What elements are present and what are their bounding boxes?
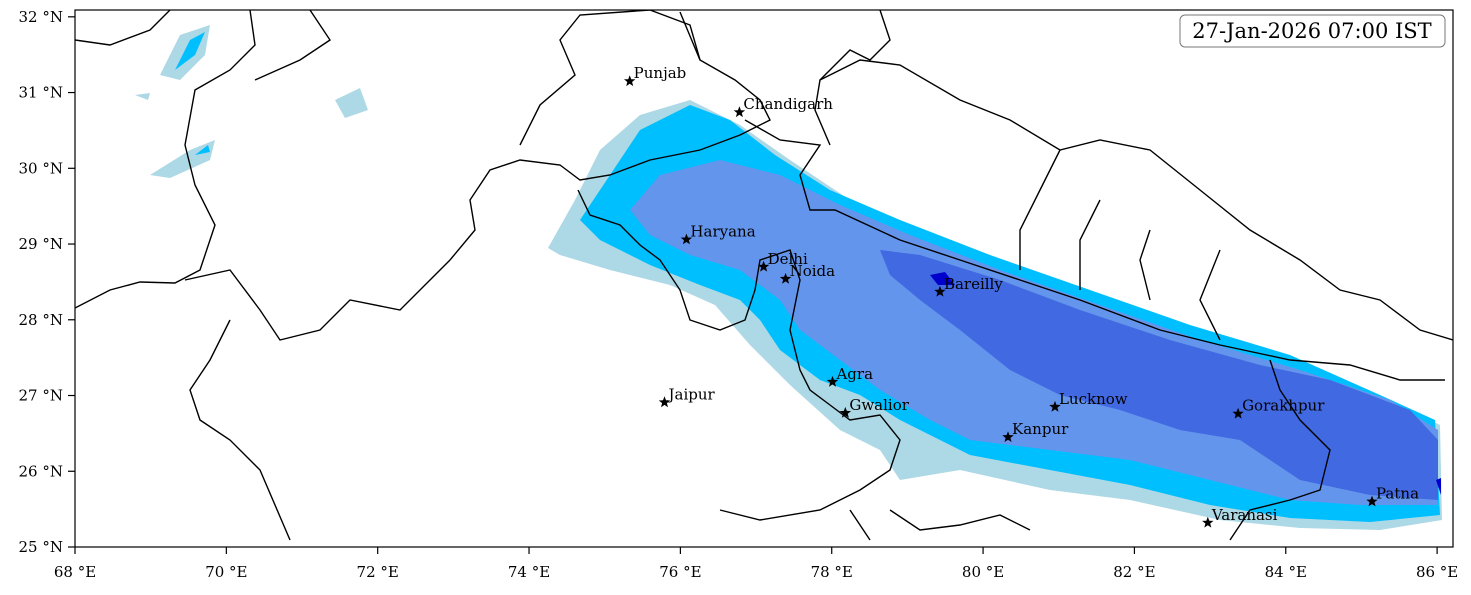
city-label: Varanasi xyxy=(1211,506,1278,524)
city-marker xyxy=(1232,407,1244,419)
y-tick-label: 25 °N xyxy=(19,538,63,556)
timestamp: 27-Jan-2026 07:00 IST xyxy=(1192,19,1431,43)
border xyxy=(1019,149,1221,341)
city-label: Kanpur xyxy=(1012,420,1069,438)
y-tick-label: 32 °N xyxy=(19,8,63,26)
border xyxy=(254,10,331,81)
city-label: Agra xyxy=(835,365,873,383)
y-tick-label: 30 °N xyxy=(19,159,63,177)
x-tick-label: 74 °E xyxy=(508,563,550,581)
city-marker xyxy=(1202,516,1214,528)
border xyxy=(849,509,1031,541)
city-marker xyxy=(779,272,792,284)
border xyxy=(577,189,901,521)
y-tick-label: 29 °N xyxy=(19,235,63,253)
y-tick-label: 26 °N xyxy=(19,462,63,480)
city-marker xyxy=(1002,431,1014,442)
city-marker xyxy=(934,285,946,297)
timestamp-box xyxy=(1179,14,1446,48)
city-marker xyxy=(658,396,671,408)
city-label: Gwalior xyxy=(849,396,909,414)
city-marker xyxy=(826,375,839,387)
city-label: Noida xyxy=(790,262,836,280)
precip-very-heavy xyxy=(880,250,1438,500)
city-marker xyxy=(624,75,636,87)
city-marker xyxy=(757,260,770,272)
border xyxy=(814,10,891,146)
border xyxy=(189,319,291,541)
precip-field xyxy=(75,10,1453,541)
plot-frame xyxy=(74,9,1454,548)
city-marker xyxy=(680,233,693,245)
city-label: Lucknow xyxy=(1059,390,1128,408)
y-tick-label: 27 °N xyxy=(19,387,63,405)
city-marker xyxy=(839,406,852,418)
border xyxy=(75,10,171,46)
border xyxy=(519,10,701,146)
border xyxy=(1229,359,1331,541)
x-tick-label: 70 °E xyxy=(205,563,247,581)
y-tick-label: 31 °N xyxy=(19,84,63,102)
city-label: Patna xyxy=(1376,485,1419,503)
precip-medium xyxy=(175,32,210,155)
city-marker xyxy=(733,106,746,118)
x-tick-label: 84 °E xyxy=(1265,563,1307,581)
x-tick-label: 76 °E xyxy=(659,563,701,581)
city-label: Gorakhpur xyxy=(1242,397,1325,415)
x-tick-label: 68 °E xyxy=(54,563,96,581)
x-tick-label: 72 °E xyxy=(357,563,399,581)
x-tick-label: 82 °E xyxy=(1113,563,1155,581)
city-label: Bareilly xyxy=(944,275,1003,293)
y-tick-label: 28 °N xyxy=(19,311,63,329)
city-label: Delhi xyxy=(768,250,808,268)
border xyxy=(184,11,771,341)
x-tick-label: 86 °E xyxy=(1416,563,1458,581)
city-label: Punjab xyxy=(634,64,687,82)
city-marker xyxy=(1049,400,1061,412)
city-label: Jaipur xyxy=(666,385,715,403)
x-tick-label: 78 °E xyxy=(811,563,853,581)
city-label: Chandigarh xyxy=(743,95,833,113)
city-marker xyxy=(1366,495,1378,507)
border xyxy=(819,59,1453,341)
x-tick-label: 80 °E xyxy=(962,563,1004,581)
precip-light xyxy=(135,25,368,178)
city-label: Haryana xyxy=(690,222,755,240)
border xyxy=(75,10,256,309)
border xyxy=(744,119,1445,381)
